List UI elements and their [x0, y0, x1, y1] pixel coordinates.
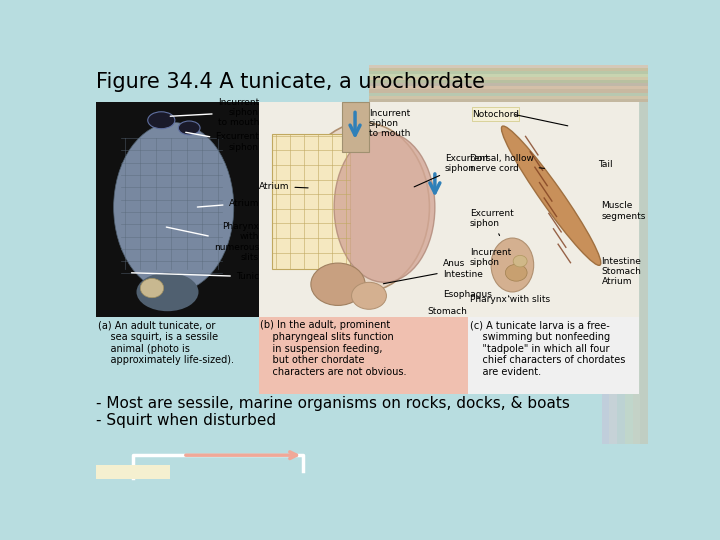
Ellipse shape	[513, 255, 527, 267]
Ellipse shape	[334, 132, 435, 282]
Ellipse shape	[140, 279, 163, 298]
Bar	[259, 102, 468, 318]
Bar	[468, 102, 639, 318]
Bar	[369, 77, 648, 80]
Text: Stomach: Stomach	[601, 267, 642, 275]
Bar	[609, 102, 617, 444]
Bar	[369, 92, 648, 96]
Text: Notochord: Notochord	[472, 110, 519, 119]
Text: Excurrent
siphon: Excurrent siphon	[469, 209, 513, 235]
Text: - Squirt when disturbed: - Squirt when disturbed	[96, 413, 276, 428]
Ellipse shape	[501, 126, 600, 265]
Bar	[369, 90, 648, 92]
Bar	[468, 318, 639, 394]
Bar	[369, 68, 648, 71]
Bar	[472, 107, 518, 121]
Text: Atrium: Atrium	[259, 182, 308, 191]
Ellipse shape	[311, 263, 365, 306]
Bar	[369, 74, 648, 77]
Text: Anus
Intestine: Anus Intestine	[383, 259, 482, 284]
Text: Muscle
segments: Muscle segments	[601, 201, 646, 221]
Bar	[369, 86, 648, 90]
Ellipse shape	[148, 112, 175, 129]
Text: - Most are sessile, marine organisms on rocks, docks, & boats: - Most are sessile, marine organisms on …	[96, 396, 570, 411]
Text: Pharynx with slits: Pharynx with slits	[469, 295, 550, 304]
Ellipse shape	[297, 123, 429, 292]
Text: Esophagus: Esophagus	[443, 289, 492, 299]
Ellipse shape	[351, 282, 387, 309]
Text: Pharynx
with
numerous
slits: Pharynx with numerous slits	[166, 222, 259, 262]
Bar	[96, 465, 170, 479]
Text: Stomach: Stomach	[427, 307, 467, 315]
Bar	[342, 102, 369, 152]
Text: (a) An adult tunicate, or
    sea squirt, is a sessile
    animal (photo is
    : (a) An adult tunicate, or sea squirt, is…	[98, 320, 234, 365]
Bar	[601, 102, 609, 444]
Bar	[625, 102, 632, 444]
Bar	[96, 102, 259, 318]
Bar	[617, 102, 625, 444]
Text: Tunic: Tunic	[132, 272, 259, 281]
Text: Incurrent
siphon
to mouth: Incurrent siphon to mouth	[369, 109, 410, 138]
Text: Intestine: Intestine	[601, 256, 642, 266]
Text: Figure 34.4 A tunicate, a urochordate: Figure 34.4 A tunicate, a urochordate	[96, 72, 485, 92]
Text: Incurrent
siphon: Incurrent siphon	[469, 248, 511, 267]
Text: Excurrent
siphon: Excurrent siphon	[414, 154, 489, 187]
Ellipse shape	[179, 121, 200, 135]
Bar	[369, 65, 648, 68]
Text: Atrium: Atrium	[601, 276, 632, 286]
Text: (c) A tunicate larva is a free-
    swimming but nonfeeding
    "tadpole" in whi: (c) A tunicate larva is a free- swimming…	[469, 320, 625, 377]
Ellipse shape	[114, 123, 234, 292]
Text: Dorsal, hollow
nerve cord: Dorsal, hollow nerve cord	[469, 154, 544, 173]
Bar	[369, 83, 648, 86]
Bar	[640, 102, 648, 444]
Text: Atrium: Atrium	[197, 199, 259, 208]
Bar	[259, 318, 468, 394]
Bar	[632, 102, 640, 444]
Text: Excurrent
siphon: Excurrent siphon	[186, 132, 259, 152]
Text: Incurrent
siphon
to mouth: Incurrent siphon to mouth	[170, 98, 259, 127]
Bar	[272, 134, 350, 269]
Bar	[369, 99, 648, 102]
Bar	[369, 96, 648, 99]
Text: (b) In the adult, prominent
    pharyngeal slits function
    in suspension feed: (b) In the adult, prominent pharyngeal s…	[261, 320, 407, 377]
Bar	[369, 71, 648, 74]
Bar	[369, 80, 648, 83]
Ellipse shape	[491, 238, 534, 292]
Text: Tail: Tail	[598, 160, 612, 170]
Ellipse shape	[505, 264, 527, 281]
Ellipse shape	[137, 273, 199, 311]
